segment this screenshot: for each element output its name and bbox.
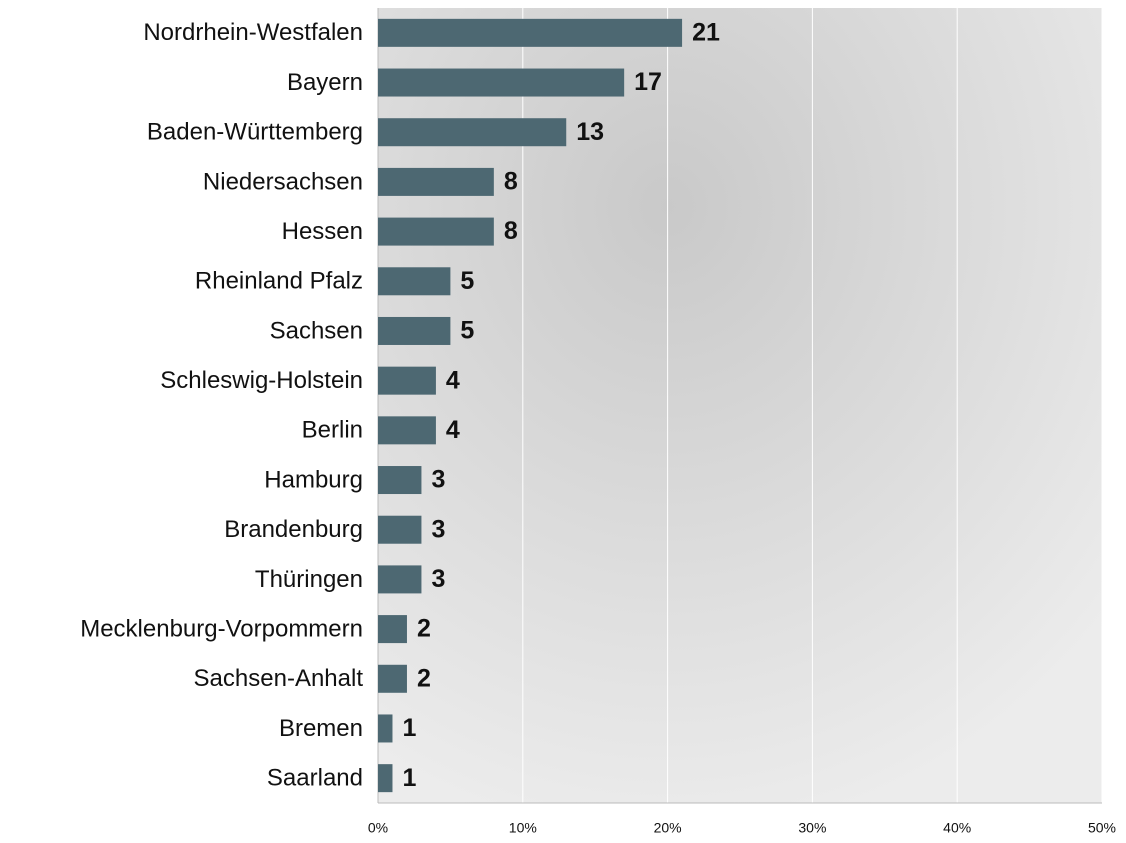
data-label: 3 [431, 565, 445, 593]
y-tick-label: Nordrhein-Westfalen [143, 19, 363, 46]
y-tick-label: Baden-Württemberg [147, 119, 363, 146]
x-tick-label: 50% [1088, 820, 1116, 836]
y-tick-label: Bayern [287, 69, 363, 96]
data-label: 21 [692, 18, 720, 46]
y-tick-label: Schleswig-Holstein [160, 367, 363, 394]
data-label: 5 [460, 317, 474, 345]
bar [378, 515, 422, 544]
bar [378, 18, 683, 47]
data-label: 4 [446, 416, 460, 444]
bar [378, 217, 494, 246]
data-label: 8 [504, 217, 518, 245]
y-tick-label: Saarland [267, 765, 363, 792]
data-label: 3 [431, 466, 445, 494]
bar [378, 167, 494, 196]
y-tick-label: Bremen [279, 715, 363, 742]
y-tick-label: Berlin [302, 417, 363, 444]
bar [378, 316, 451, 345]
x-tick-label: 30% [798, 820, 826, 836]
bar [378, 118, 567, 147]
bar [378, 466, 422, 495]
data-label: 8 [504, 168, 518, 196]
x-tick-label: 0% [368, 820, 388, 836]
y-tick-label: Hamburg [264, 466, 363, 493]
data-label: 5 [460, 267, 474, 295]
x-tick-label: 10% [509, 820, 537, 836]
bar [378, 416, 436, 445]
data-label: 3 [431, 515, 445, 543]
y-tick-label: Sachsen-Anhalt [194, 665, 364, 692]
bar [378, 615, 407, 644]
x-tick-label: 40% [943, 820, 971, 836]
data-label: 2 [417, 615, 431, 643]
bar [378, 68, 625, 97]
y-tick-label: Brandenburg [224, 516, 363, 543]
y-tick-label: Hessen [282, 218, 363, 245]
y-tick-label: Niedersachsen [203, 168, 363, 195]
y-tick-label: Rheinland Pfalz [195, 268, 363, 295]
bar [378, 267, 451, 296]
data-label: 1 [402, 764, 416, 792]
y-tick-label: Thüringen [255, 566, 363, 593]
bar [378, 764, 393, 793]
x-tick-label: 20% [654, 820, 682, 836]
data-label: 2 [417, 664, 431, 692]
bar [378, 664, 407, 693]
bar [378, 565, 422, 594]
data-label: 4 [446, 366, 460, 394]
y-tick-label: Mecklenburg-Vorpommern [80, 615, 363, 642]
data-label: 17 [634, 68, 662, 96]
data-label: 13 [576, 118, 604, 146]
y-tick-label: Sachsen [270, 317, 363, 344]
bar [378, 714, 393, 743]
bar [378, 366, 436, 395]
data-label: 1 [402, 714, 416, 742]
